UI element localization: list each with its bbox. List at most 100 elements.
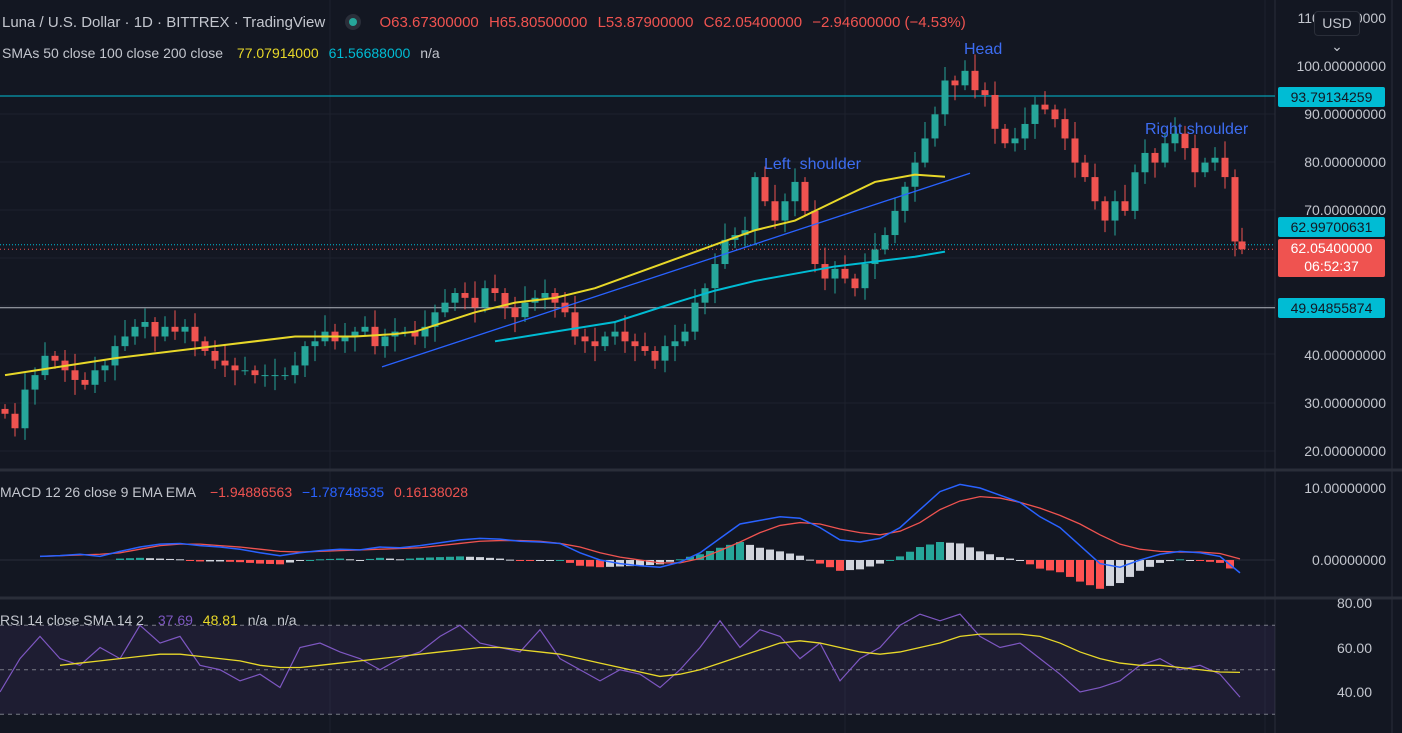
candle-down: [651, 350, 659, 361]
macd-histogram-bar: [476, 557, 484, 560]
price-tick: 20.00000000: [1304, 443, 1386, 459]
macd-histogram-bar: [456, 556, 464, 560]
candle-up: [431, 312, 439, 327]
macd-histogram-bar: [426, 557, 434, 560]
macd-histogram-bar: [1146, 560, 1154, 567]
candle-down: [11, 413, 19, 429]
macd-histogram-bar: [826, 560, 834, 568]
macd-histogram-bar: [966, 547, 974, 560]
candle-up: [921, 138, 929, 163]
candle-up: [281, 375, 289, 377]
sma200-value: n/a: [420, 45, 440, 61]
candle-up: [41, 355, 49, 376]
rsi-value: 37.69: [157, 612, 193, 628]
support-upper-price-tag: 62.99700631: [1278, 217, 1385, 237]
symbol-title[interactable]: Luna / U.S. Dollar · 1D · BITTREX · Trad…: [2, 14, 326, 31]
macd-histogram-bar: [676, 559, 684, 561]
rsi-na-2: n/a: [277, 612, 297, 628]
candle-down: [591, 341, 599, 347]
candle-down: [1191, 148, 1199, 173]
candle-down: [1071, 138, 1079, 163]
candle-down: [151, 321, 159, 337]
candle-up: [961, 70, 969, 86]
macd-histogram-bar: [396, 559, 404, 561]
annotation-head[interactable]: Head: [964, 41, 1003, 58]
macd-histogram-bar: [566, 560, 574, 563]
macd-tick: 0.00000000: [1312, 552, 1386, 568]
macd-histogram-bar: [1126, 560, 1134, 577]
current-price-tag: 62.05400000 06:52:37: [1278, 239, 1385, 277]
macd-histogram-bar: [546, 560, 554, 561]
macd-tick: 10.00000000: [1304, 480, 1386, 496]
candle-down: [371, 326, 379, 347]
candle-down: [1231, 177, 1239, 242]
candle-up: [671, 341, 679, 347]
rsi-tick: 40.00: [1336, 684, 1372, 700]
macd-histogram-bar: [876, 560, 884, 564]
macd-histogram-bar: [1006, 558, 1014, 560]
macd-histogram-bar: [1116, 560, 1124, 584]
candle-up: [1171, 133, 1179, 144]
candle-down: [801, 181, 809, 211]
candle-down: [1151, 152, 1159, 163]
candle-up: [931, 114, 939, 139]
candle-up: [701, 288, 709, 303]
macd-histogram-bar: [316, 559, 324, 561]
candle-up: [241, 370, 249, 372]
macd-histogram-bar: [986, 554, 994, 560]
candle-up: [1201, 162, 1209, 173]
candle-up: [831, 268, 839, 279]
macd-histogram-bar: [1166, 560, 1174, 562]
macd-histogram-bar: [196, 560, 204, 562]
candle-down: [761, 177, 769, 202]
candle-down: [1041, 104, 1049, 110]
candle-up: [451, 293, 459, 303]
macd-histogram-bar: [666, 560, 674, 562]
macd-histogram-bar: [166, 558, 174, 560]
candle-down: [851, 278, 859, 289]
macd-histogram-bar: [406, 558, 414, 560]
candle-up: [301, 346, 309, 366]
macd-histogram-bar: [526, 560, 534, 561]
macd-histogram-bar: [686, 556, 694, 560]
support-lower-price-tag: 49.94855874: [1278, 298, 1385, 318]
macd-line: [39, 483, 1241, 574]
ohlc-open: O63.67300000: [379, 14, 479, 31]
candle-up: [721, 239, 729, 265]
currency-dropdown[interactable]: USD ⌄: [1314, 11, 1360, 54]
candle-up: [861, 264, 869, 289]
candle-up: [181, 326, 189, 332]
macd-histogram-bar: [846, 560, 854, 571]
candle-down: [1101, 201, 1109, 221]
rsi-sma-line: [59, 633, 1241, 678]
candle-down: [251, 370, 259, 376]
macd-legend[interactable]: MACD 12 26 close 9 EMA EMA −1.94886563 −…: [0, 484, 474, 500]
candle-down: [811, 210, 819, 265]
candle-down: [631, 341, 639, 347]
macd-histogram-bar: [836, 560, 844, 571]
macd-histogram-bar: [866, 560, 874, 567]
macd-histogram-bar: [136, 557, 144, 560]
candle-up: [381, 336, 389, 347]
sma-legend[interactable]: SMAs 50 close 100 close 200 close 77.079…: [2, 45, 446, 61]
macd-histogram-bar: [226, 560, 234, 562]
candle-down: [171, 326, 179, 332]
macd-histogram-bar: [886, 560, 894, 561]
candle-up: [741, 230, 749, 236]
annotation-left-shoulder[interactable]: Left shoulder: [764, 156, 861, 173]
rsi-legend[interactable]: RSI 14 close SMA 14 2 37.69 48.81 n/a n/…: [0, 612, 303, 628]
macd-histogram-bar: [1136, 560, 1144, 571]
macd-histogram-bar: [536, 560, 544, 561]
macd-histogram-bar: [736, 542, 744, 560]
candle-down: [411, 331, 419, 337]
candle-down: [1061, 119, 1069, 139]
macd-histogram-bar: [466, 556, 474, 560]
annotation-right-shoulder[interactable]: Right shoulder: [1145, 121, 1249, 138]
rsi-tick: 80.00: [1336, 595, 1372, 611]
ohlc-high: H65.80500000: [488, 14, 588, 31]
macd-histogram-bar: [726, 544, 734, 560]
candle-up: [941, 80, 949, 115]
macd-histogram-bar: [946, 542, 954, 560]
ohlc-low: L53.87900000: [597, 14, 694, 31]
